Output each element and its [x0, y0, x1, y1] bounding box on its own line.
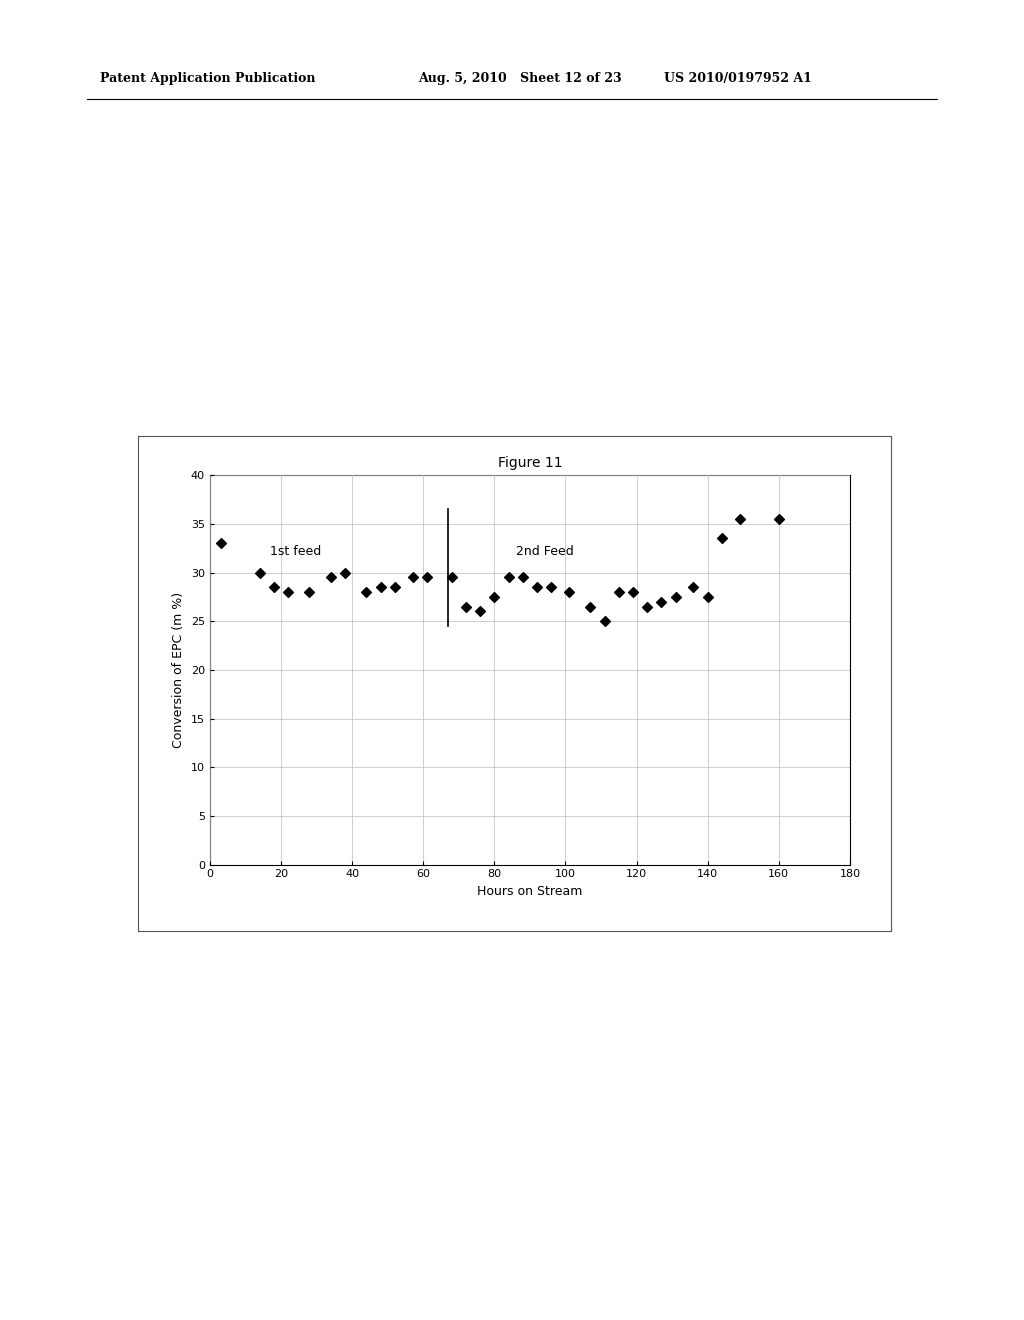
Point [596, 611, 612, 632]
Point [373, 577, 389, 598]
Point [699, 586, 716, 607]
Point [486, 586, 503, 607]
Point [731, 508, 748, 529]
Point [543, 577, 559, 598]
Point [280, 582, 296, 603]
Point [501, 566, 517, 587]
Text: US 2010/0197952 A1: US 2010/0197952 A1 [664, 71, 811, 84]
Point [265, 577, 282, 598]
Point [337, 562, 353, 583]
Point [515, 566, 531, 587]
Point [583, 597, 599, 618]
Point [419, 566, 435, 587]
Point [714, 528, 730, 549]
Point [212, 533, 228, 554]
Point [252, 562, 268, 583]
Title: Figure 11: Figure 11 [498, 455, 562, 470]
X-axis label: Hours on Stream: Hours on Stream [477, 884, 583, 898]
Point [625, 582, 641, 603]
Point [458, 597, 474, 618]
Point [301, 582, 317, 603]
Point [639, 597, 655, 618]
Text: Sheet 12 of 23: Sheet 12 of 23 [520, 71, 622, 84]
Point [561, 582, 578, 603]
Point [443, 566, 460, 587]
Y-axis label: Conversion of EPC (m %): Conversion of EPC (m %) [172, 591, 185, 748]
Point [653, 591, 670, 612]
Point [668, 586, 684, 607]
Point [528, 577, 545, 598]
Text: 2nd Feed: 2nd Feed [516, 545, 573, 558]
Point [685, 577, 701, 598]
Point [323, 566, 339, 587]
Text: 1st feed: 1st feed [270, 545, 322, 558]
Point [610, 582, 627, 603]
Point [771, 508, 787, 529]
Point [472, 601, 488, 622]
Point [358, 582, 375, 603]
Point [404, 566, 421, 587]
Text: Patent Application Publication: Patent Application Publication [100, 71, 315, 84]
Text: Aug. 5, 2010: Aug. 5, 2010 [418, 71, 507, 84]
Point [387, 577, 403, 598]
